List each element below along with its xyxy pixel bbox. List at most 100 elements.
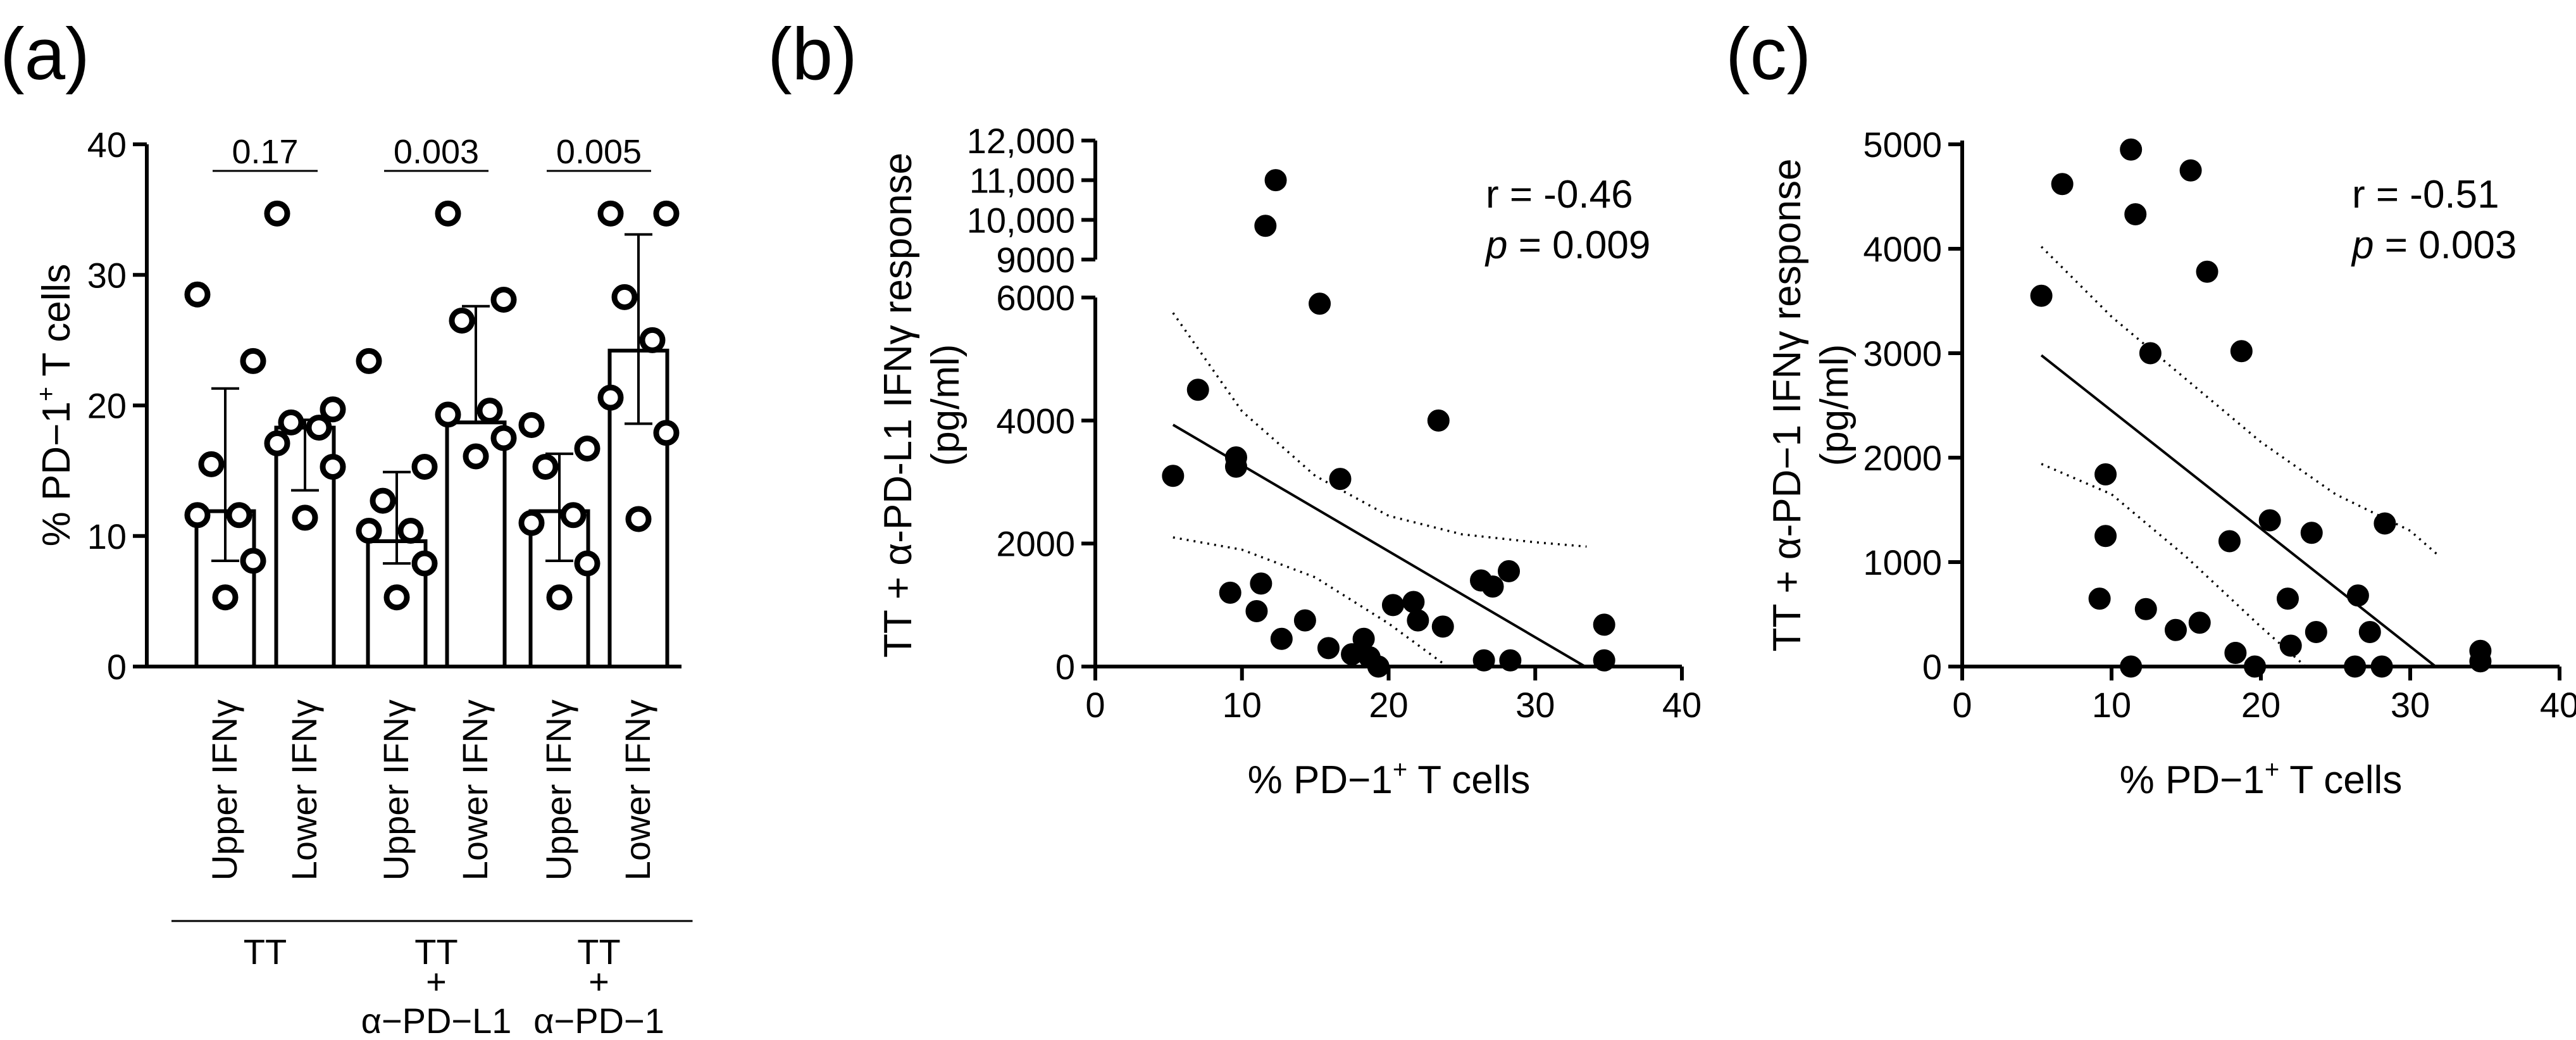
panel-b-y-tick-label: 6000 [996,278,1075,318]
panel-c-y-title-line2: (pg/ml) [1813,344,1857,467]
panel-c-y-tick-label: 1000 [1863,542,1942,582]
panel-c-fit [2040,354,2437,668]
panel-c-p-symbol: p [2351,223,2374,267]
panel-a-y-tick-label: 20 [87,386,127,426]
panel-b-y-tick-label: 2000 [996,524,1075,564]
panel-c-point [2300,522,2323,544]
panel-b-point [1593,613,1615,636]
panel-b-y-title-line2: (pg/ml) [924,344,968,467]
panel-a-point [653,200,680,227]
panel-a-point [292,504,318,531]
panel-c-x-axis-title: % PD−1+ T cells [2120,756,2403,802]
panel-c-xlabel-rest: T cells [2279,758,2402,802]
panel-a-point [625,506,652,532]
panel-a-comparison-p: 0.003 [394,133,479,171]
panel-b-x-tick-label: 0 [1085,685,1105,725]
panel-b-point [1309,292,1331,315]
panel-b-point [1219,581,1241,604]
panel-b-points [1162,169,1615,678]
panel-b-point [1329,468,1352,491]
panel-b-point [1498,560,1521,582]
panel-c-y-ticks: 0 1000 2000 3000 4000 5000 [1863,125,1962,687]
panel-a-ylabel-sup: + [32,387,60,401]
panel-c-r-value: r = -0.51 [2352,173,2499,216]
panel-b-y-tick-label: 4000 [996,401,1075,441]
panel-c-p-value: p = 0.003 [2351,223,2517,267]
panel-c-y-title-line1: TT + α-PD−1 IFNγ response [1765,159,1809,652]
panel-b-xlabel-sup: + [1393,756,1407,784]
panel-a-point [597,384,624,411]
panel-a-point [411,453,438,480]
panel-a-point [574,550,600,577]
panel-a-point [240,348,266,374]
panel-b-xlabel-rest: T cells [1407,758,1530,802]
panel-a-x-tick-label: Upper IFNγ [538,699,578,880]
panel-a-group-label: + [426,962,447,1001]
panel-a-x-tick-label: Upper IFNγ [376,699,416,880]
panel-c-point [2188,611,2211,634]
panel-a-ylabel-rest: T cells [35,264,78,387]
panel-a-group-label: α−PD−1 [533,1001,664,1040]
panel-a-point [463,443,489,470]
panel-b-x-tick-label: 40 [1662,685,1702,725]
panel-a-point [240,548,266,574]
panel-b-point [1186,379,1209,401]
panel-c-p-number: = 0.003 [2374,223,2517,267]
panel-c-regression-line [2040,354,2437,668]
panel-b-y-tick-label: 11,000 [969,161,1075,201]
panel-a-group-label: TT [577,932,620,972]
panel-a-point [574,435,600,462]
panel-b-point [1245,600,1268,623]
panel-b-x-tick-label: 10 [1223,685,1262,725]
panel-a-point [653,420,680,446]
panel-c-point [2094,525,2117,548]
panel-b-point [1381,594,1404,617]
panel-c-point [2218,530,2241,553]
panel-c-y-tick-label: 2000 [1863,438,1942,478]
panel-b: (b) 0200040006000900010,00011,00012,000 … [768,13,1702,802]
panel-b-ci-upper [1172,312,1587,548]
panel-a-group-label: TT [244,932,287,972]
panel-a-point [306,415,332,441]
panel-c-point [2279,634,2302,657]
panel-b-point [1431,615,1454,638]
panel-a-y-tick-label: 40 [87,125,127,165]
panel-b-point [1162,465,1185,487]
panel-a-comparison-p: 0.005 [556,133,642,171]
panel-c: (c) 0 1000 2000 3000 4000 5000 0 10 20 30 40 TT +… [1726,13,2576,802]
panel-c-x-tick-label: 30 [2391,685,2430,725]
panel-b-x-ticks: 0 10 20 30 40 [1085,667,1702,725]
panel-a-point [532,453,559,480]
panel-c-y-tick-label: 3000 [1863,334,1942,373]
panel-b-point [1270,627,1293,650]
panel-a-comparisons: 0.17 0.003 0.005 [213,133,651,172]
panel-a-point [518,510,545,536]
panel-c-y-tick-label: 4000 [1863,229,1942,269]
panel-b-y-tick-label: 9000 [996,240,1075,280]
panel-a-point [226,502,252,529]
panel-c-point [2196,260,2218,283]
panel-c-point [2305,621,2327,644]
panel-a-bars [184,200,680,668]
panel-a-point [435,401,461,428]
panel-a-x-tick-label: Upper IFNγ [204,699,244,880]
panel-c-x-tick-label: 20 [2241,685,2280,725]
panel-a-group-label: + [588,962,609,1001]
panel-a-point [383,584,410,611]
panel-b-y-tick-label: 10,000 [967,200,1075,240]
panel-b-point [1407,609,1429,632]
panel-c-point [2120,138,2143,161]
panel-b-ci-lower [1173,536,1448,668]
panel-c-y-tick-label: 5000 [1863,125,1942,165]
panel-a-y-tick-label: 10 [87,517,127,556]
panel-a-comparison-p: 0.17 [232,133,298,171]
panel-a-point [184,281,211,308]
panel-c-confidence-band [2040,246,2441,668]
panel-a-point [449,307,475,334]
panel-c-point [2134,598,2157,620]
panel-b-point [1402,591,1425,613]
panel-a-point [356,518,382,544]
panel-a-point [264,200,290,227]
